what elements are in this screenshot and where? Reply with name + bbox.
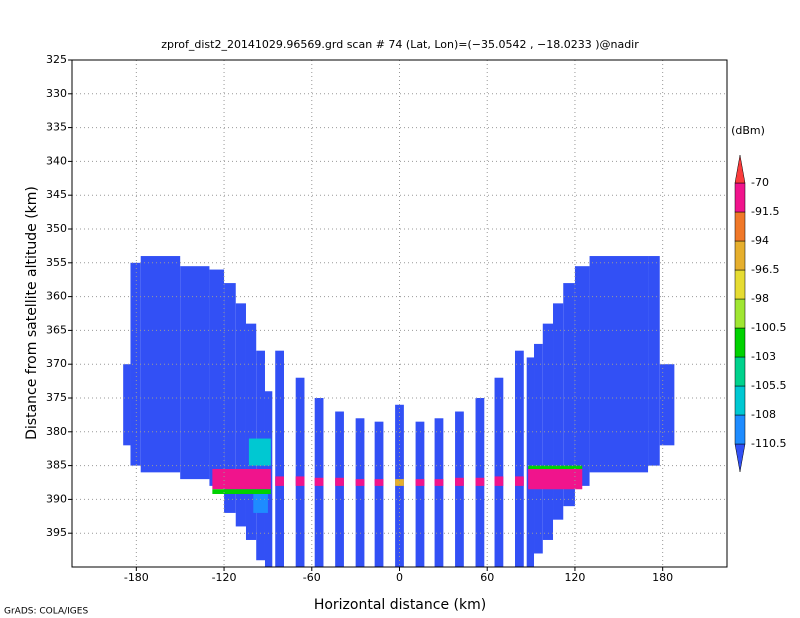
cell	[574, 266, 590, 486]
cell	[515, 476, 524, 486]
colorbar-tick-label: -110.5	[751, 437, 786, 450]
cell	[123, 364, 131, 446]
colorbar-triangle	[734, 154, 746, 184]
x-tick-label: -60	[303, 571, 321, 584]
colorbar-tick-label: -94	[751, 234, 769, 247]
y-axis-label: Distance from satellite altitude (km)	[24, 186, 40, 440]
y-tick-label: 335	[46, 121, 67, 134]
cell	[248, 438, 271, 466]
colorbar-segment	[734, 269, 746, 300]
x-axis-label: Horizontal distance (km)	[314, 597, 486, 613]
cell	[335, 477, 344, 486]
cell	[455, 411, 464, 567]
y-tick-label: 375	[46, 391, 67, 404]
cell	[374, 421, 384, 567]
y-tick-label: 385	[46, 459, 67, 472]
colorbar-tick-label: -105.5	[751, 379, 786, 392]
cell	[475, 477, 485, 486]
colorbar-segment	[734, 385, 746, 416]
cell	[235, 303, 246, 527]
cell	[212, 489, 271, 494]
y-tick-label: 365	[46, 323, 67, 336]
cell	[455, 477, 464, 486]
colorbar-tick-label: -100.5	[751, 321, 786, 334]
x-tick-label: 120	[564, 571, 585, 584]
cell	[589, 256, 649, 473]
cell	[528, 468, 583, 490]
cell	[355, 479, 365, 486]
cell	[553, 303, 564, 520]
cell	[212, 468, 271, 490]
y-tick-label: 360	[46, 290, 67, 303]
colorbar-segment	[734, 240, 746, 271]
y-tick-label: 390	[46, 492, 67, 505]
colorbar-segment	[734, 356, 746, 387]
colorbar-tick-label: -108	[751, 408, 776, 421]
x-tick-label: -120	[212, 571, 237, 584]
x-tick-label: 180	[652, 571, 673, 584]
y-tick-label: 345	[46, 188, 67, 201]
cell	[434, 479, 444, 486]
cell	[314, 477, 324, 486]
cell	[224, 283, 236, 513]
colorbar-segment	[734, 298, 746, 329]
cell	[526, 357, 535, 567]
cell	[542, 323, 554, 540]
y-tick-label: 340	[46, 154, 67, 167]
y-tick-label: 370	[46, 357, 67, 370]
x-tick-label: -180	[124, 571, 149, 584]
cell	[295, 476, 305, 486]
colorbar-tick-label: -96.5	[751, 263, 779, 276]
cell	[434, 418, 444, 567]
colorbar-triangle	[734, 443, 746, 473]
cell	[180, 266, 210, 480]
colorbar-label: (dBm)	[731, 124, 765, 137]
cell	[355, 418, 365, 567]
colorbar-segment	[734, 211, 746, 242]
cell	[253, 492, 268, 513]
footer: GrADS: COLA/IGES	[4, 607, 88, 617]
cell	[534, 343, 543, 554]
cell	[494, 476, 504, 486]
colorbar-segment	[734, 182, 746, 213]
colorbar-tick-label: -91.5	[751, 205, 779, 218]
y-tick-label: 325	[46, 53, 67, 66]
cell	[209, 269, 225, 486]
colorbar-tick-label: -70	[751, 176, 769, 189]
y-tick-label: 395	[46, 526, 67, 539]
cell	[528, 465, 583, 469]
colorbar-tick-label: -98	[751, 292, 769, 305]
cell	[130, 262, 141, 466]
cell	[648, 256, 660, 466]
cell	[395, 479, 404, 486]
x-tick-label: 60	[480, 571, 494, 584]
cell	[659, 364, 675, 446]
cell	[245, 323, 257, 540]
colorbar-segment	[734, 327, 746, 358]
chart-title: zprof_dist2_20141029.96569.grd scan # 74…	[161, 38, 639, 51]
cell	[335, 411, 344, 567]
y-tick-label: 380	[46, 425, 67, 438]
x-tick-label: 0	[396, 571, 403, 584]
cell	[275, 350, 284, 567]
cell	[515, 350, 524, 567]
cell	[415, 479, 425, 486]
colorbar-tick-label: -103	[751, 350, 776, 363]
y-tick-label: 330	[46, 87, 67, 100]
y-tick-label: 355	[46, 256, 67, 269]
cell	[563, 283, 575, 507]
cell	[374, 479, 384, 486]
cell	[494, 377, 504, 567]
colorbar-segment	[734, 414, 746, 445]
cell	[295, 377, 305, 567]
cell	[275, 476, 284, 486]
plot-frame	[71, 59, 728, 568]
y-tick-label: 350	[46, 222, 67, 235]
cell	[415, 421, 425, 567]
